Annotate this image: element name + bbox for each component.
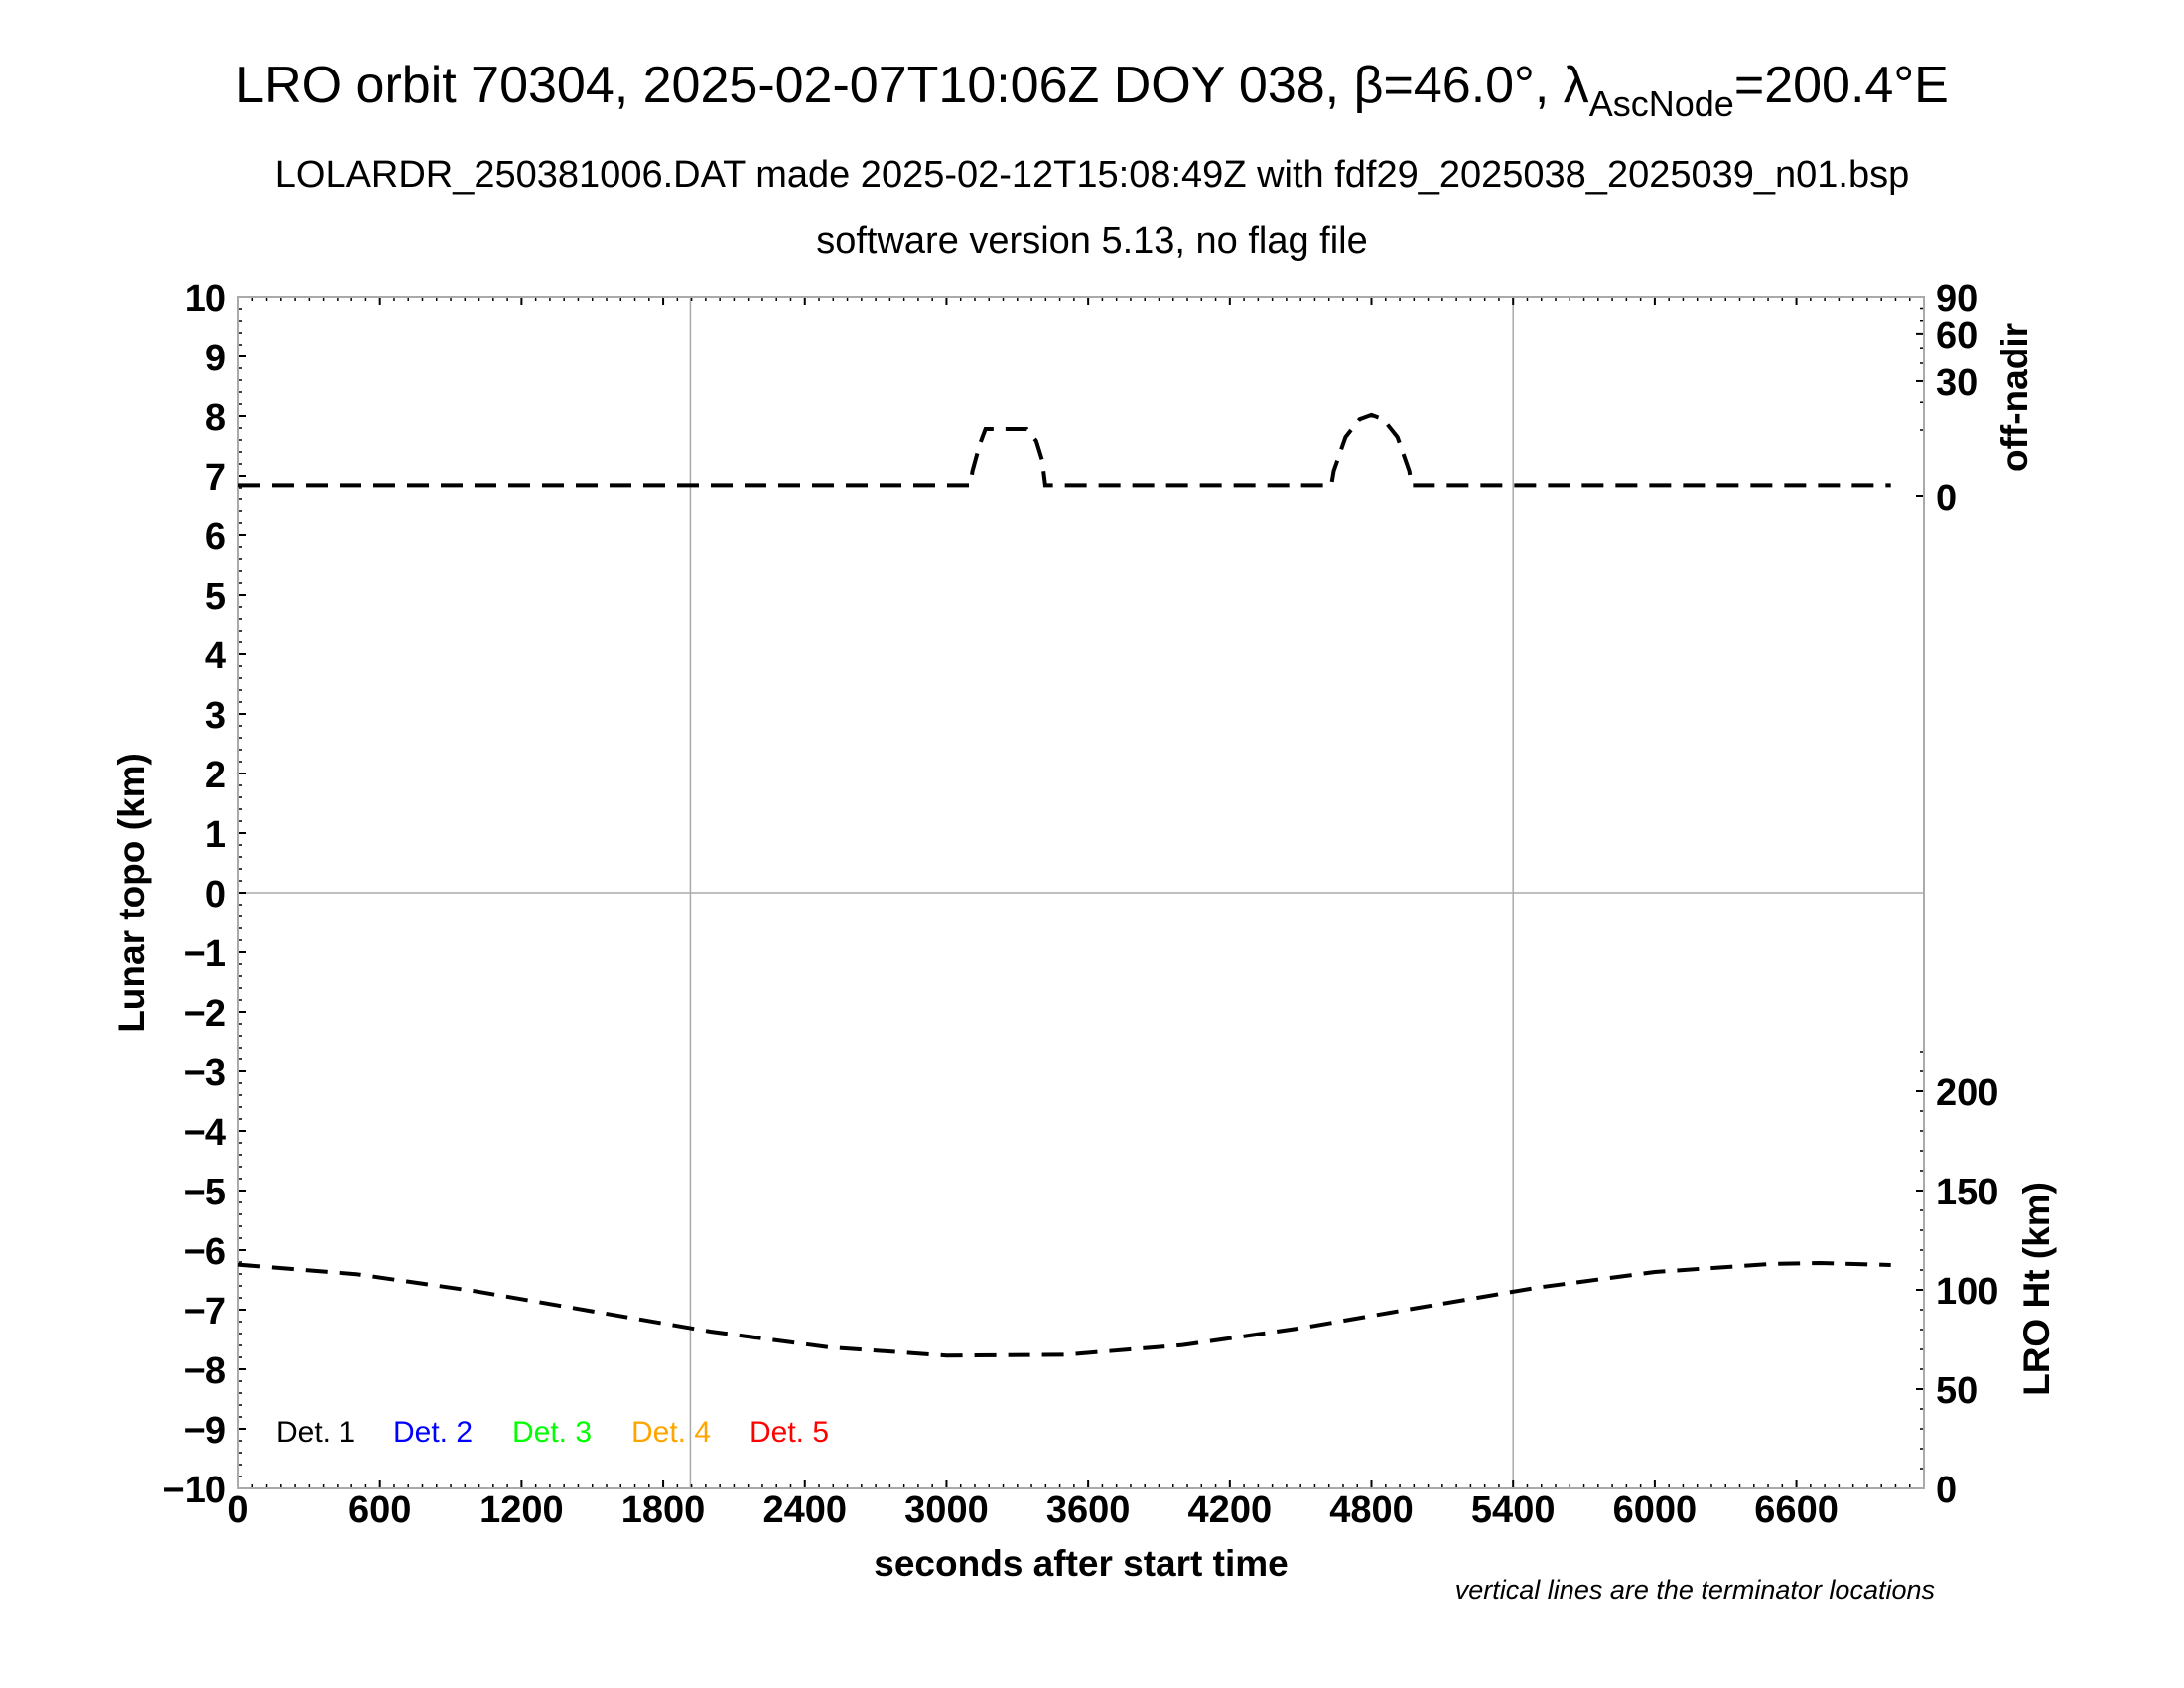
y-tick-label: −3 — [184, 1053, 226, 1094]
x-tick-label: 5400 — [1471, 1489, 1556, 1531]
series-group — [237, 412, 1891, 1358]
off-nadir-tick-label: 90 — [1936, 278, 1978, 320]
legend-item-det-3: Det. 3 — [512, 1416, 592, 1449]
y-tick-label: −1 — [184, 933, 226, 975]
y-tick-label: 5 — [205, 576, 226, 618]
x-tick-label: 4800 — [1329, 1489, 1414, 1531]
legend-item-det-1: Det. 1 — [276, 1416, 355, 1449]
lro-height-line — [237, 1260, 1891, 1358]
y-axis-label-left: Lunar topo (km) — [111, 753, 152, 1033]
x-tick-label: 2400 — [762, 1489, 847, 1531]
x-tick-label: 600 — [348, 1489, 411, 1531]
off-nadir-tick-label: 0 — [1936, 478, 1957, 519]
y-tick-label: −10 — [163, 1470, 226, 1511]
chart-subtitle: LOLARDR_250381006.DAT made 2025-02-12T15… — [275, 154, 1910, 196]
x-axis-label: seconds after start time — [874, 1543, 1288, 1584]
x-tick-label: 3000 — [904, 1489, 989, 1531]
y-tick-label: 9 — [205, 338, 226, 379]
y-tick-label: 3 — [205, 695, 226, 737]
off-nadir-tick-label: 30 — [1936, 362, 1978, 404]
grid-lines — [238, 297, 1924, 1488]
legend: Det. 1 Det. 2 Det. 3 Det. 4 Det. 5 — [276, 1416, 829, 1449]
y-tick-label: 7 — [205, 457, 226, 498]
y-tick-label: 6 — [205, 516, 226, 558]
ht-tick-label: 200 — [1936, 1072, 1998, 1114]
chart-subtitle-2: software version 5.13, no flag file — [816, 220, 1368, 262]
footnote: vertical lines are the terminator locati… — [1455, 1575, 1935, 1605]
x-tick-label: 0 — [227, 1489, 248, 1531]
ht-tick-label: 150 — [1936, 1172, 1998, 1213]
x-tick-label: 6600 — [1754, 1489, 1839, 1531]
y-tick-label: 4 — [205, 635, 226, 677]
tick-labels: 0 600 1200 1800 2400 3000 3600 4200 4800 5400 6000… — [163, 278, 1999, 1531]
legend-item-det-5: Det. 5 — [750, 1416, 829, 1449]
off-nadir-line — [238, 412, 1891, 488]
legend-item-det-2: Det. 2 — [393, 1416, 473, 1449]
legend-item-det-4: Det. 4 — [631, 1416, 711, 1449]
x-tick-label: 1200 — [479, 1489, 564, 1531]
y-tick-label: 8 — [205, 397, 226, 439]
y-tick-label: −6 — [184, 1231, 226, 1273]
y-tick-label: 2 — [205, 755, 226, 796]
x-tick-label: 3600 — [1046, 1489, 1131, 1531]
y-tick-label: −8 — [184, 1350, 226, 1392]
chart-title: LRO orbit 70304, 2025-02-07T10:06Z DOY 0… — [235, 57, 1949, 124]
x-tick-label: 1800 — [621, 1489, 706, 1531]
y-tick-label: 1 — [205, 814, 226, 856]
y-tick-label: 0 — [205, 874, 226, 915]
off-nadir-tick-label: 60 — [1936, 315, 1978, 356]
plot-frame — [237, 296, 1925, 1489]
y-tick-label: −9 — [184, 1410, 226, 1452]
y-axis-label-lro-ht: LRO Ht (km) — [2016, 1182, 2057, 1396]
y-tick-label: −7 — [184, 1291, 226, 1333]
y-tick-label: 10 — [185, 278, 226, 320]
x-tick-label: 4200 — [1188, 1489, 1273, 1531]
ht-tick-label: 50 — [1936, 1370, 1978, 1412]
ht-tick-label: 100 — [1936, 1271, 1998, 1313]
y-axis-label-off-nadir: off-nadir — [1994, 323, 2035, 472]
ht-tick-label: 0 — [1936, 1470, 1957, 1511]
y-tick-label: −5 — [184, 1172, 226, 1213]
x-tick-label: 6000 — [1613, 1489, 1698, 1531]
y-tick-label: −2 — [184, 993, 226, 1035]
y-tick-label: −4 — [184, 1112, 226, 1154]
